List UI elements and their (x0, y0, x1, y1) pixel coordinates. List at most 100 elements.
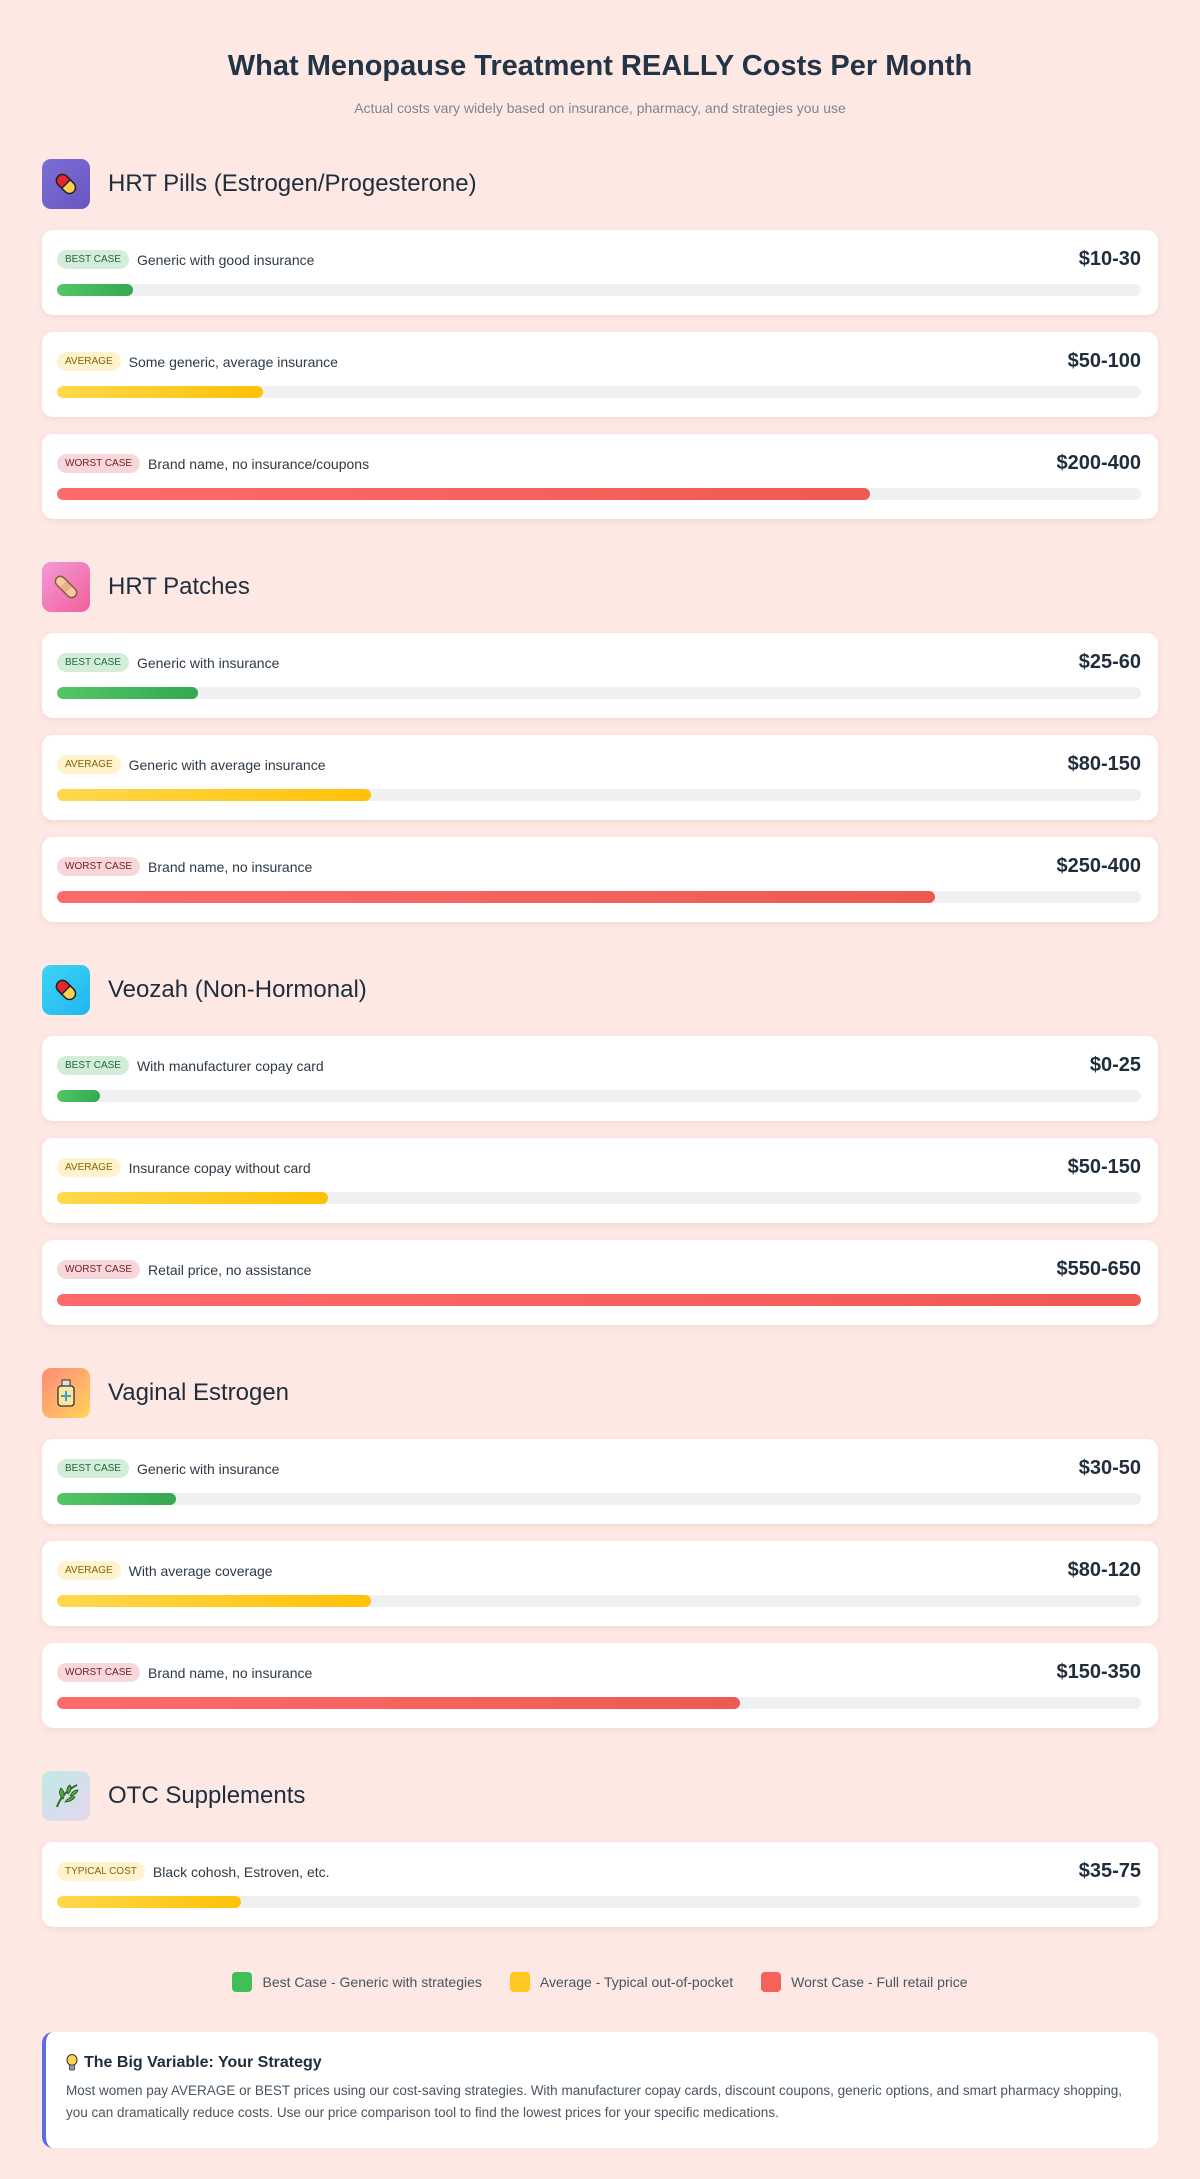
price-range: $35-75 (1078, 1860, 1141, 1882)
cost-bar-fill (57, 1493, 177, 1505)
legend-label: Average - Typical out-of-pocket (539, 1974, 734, 1990)
price-range: $25-60 (1078, 651, 1141, 673)
price-range: $50-100 (1067, 350, 1141, 372)
cost-bar-fill (57, 891, 936, 903)
legend-item-worst: Worst Case - Full retail price (761, 1972, 968, 1992)
cost-bar-fill (57, 1090, 101, 1102)
cost-card-average: Average Insurance copay without card $50… (42, 1138, 1158, 1223)
case-badge: Average (57, 352, 121, 371)
cost-bar-track (57, 891, 1141, 903)
case-description: Insurance copay without card (128, 1159, 311, 1176)
cost-card-best: Best Case Generic with good insurance $1… (42, 230, 1158, 315)
price-range: $30-50 (1078, 1457, 1141, 1479)
cost-card-best: Best Case Generic with insurance $25-60 (42, 633, 1158, 718)
case-badge: Worst Case (57, 454, 141, 473)
case-description: Some generic, average insurance (128, 353, 338, 370)
case-badge: Worst Case (57, 857, 141, 876)
cost-bar-fill (57, 687, 198, 699)
case-description: Generic with insurance (136, 654, 280, 671)
cost-bar-track (57, 1896, 1141, 1908)
section-title: HRT Patches (108, 573, 250, 600)
price-range: $200-400 (1056, 452, 1141, 474)
price-range: $50-150 (1067, 1156, 1141, 1178)
section-title: HRT Pills (Estrogen/Progesterone) (108, 170, 477, 197)
price-range: $550-650 (1056, 1258, 1141, 1280)
cost-bar-fill (57, 386, 263, 398)
case-description: Brand name, no insurance (148, 858, 313, 875)
case-badge: Average (57, 1561, 121, 1580)
price-range: $80-150 (1067, 753, 1141, 775)
cost-bar-track (57, 1294, 1141, 1306)
section-2: Veozah (Non-Hormonal) Best Case With man… (42, 965, 1158, 1325)
legend-item-average: Average - Typical out-of-pocket (509, 1972, 734, 1992)
cost-bar-fill (57, 1697, 740, 1709)
case-badge: Best Case (57, 653, 129, 672)
section-4: OTC Supplements Typical Cost Black cohos… (42, 1771, 1158, 1927)
cost-card-worst: Worst Case Brand name, no insurance $150… (42, 1643, 1158, 1728)
case-description: Brand name, no insurance (148, 1664, 313, 1681)
herb-icon (42, 1771, 90, 1821)
case-description: Generic with average insurance (128, 756, 326, 773)
case-badge: Best Case (57, 250, 129, 269)
cost-bar-track (57, 1697, 1141, 1709)
cost-bar-fill (57, 488, 870, 500)
section-title: OTC Supplements (108, 1782, 306, 1809)
cost-card-best: Best Case Generic with insurance $30-50 (42, 1439, 1158, 1524)
cost-card-best: Best Case With manufacturer copay card $… (42, 1036, 1158, 1121)
cost-bar-track (57, 1493, 1141, 1505)
page-title: What Menopause Treatment REALLY Costs Pe… (227, 50, 973, 82)
legend-label: Best Case - Generic with strategies (262, 1974, 482, 1990)
page-subtitle: Actual costs vary widely based on insura… (354, 100, 846, 116)
cost-card-average: Average With average coverage $80-120 (42, 1541, 1158, 1626)
case-description: Generic with insurance (136, 1460, 280, 1477)
case-badge: Best Case (57, 1056, 129, 1075)
cost-bar-fill (57, 1896, 242, 1908)
pill-icon (42, 159, 90, 209)
section-title: Vaginal Estrogen (108, 1379, 290, 1406)
bottle-icon (42, 1368, 90, 1418)
cost-bar-track (57, 284, 1141, 296)
case-description: Generic with good insurance (136, 251, 315, 268)
cost-bar-track (57, 687, 1141, 699)
cost-bar-fill (57, 1294, 1141, 1306)
lightbulb-icon (66, 2054, 78, 2072)
cost-bar-track (57, 1595, 1141, 1607)
cost-bar-fill (57, 1192, 328, 1204)
legend-swatch (761, 1972, 782, 1992)
cost-bar-fill (57, 789, 372, 801)
case-description: Retail price, no assistance (148, 1261, 312, 1278)
section-1: HRT Patches Best Case Generic with insur… (42, 562, 1158, 922)
legend-swatch (232, 1972, 253, 1992)
note-text: Most women pay AVERAGE or BEST prices us… (66, 2083, 1123, 2120)
cost-card-worst: Worst Case Brand name, no insurance/coup… (42, 434, 1158, 519)
section-header: OTC Supplements (42, 1771, 1158, 1821)
case-badge: Worst Case (57, 1663, 141, 1682)
price-range: $250-400 (1056, 855, 1141, 877)
legend-item-best: Best Case - Generic with strategies (232, 1972, 482, 1992)
price-range: $150-350 (1056, 1661, 1141, 1683)
section-header: Veozah (Non-Hormonal) (42, 965, 1158, 1015)
cost-card-average: Average Some generic, average insurance … (42, 332, 1158, 417)
legend-swatch (509, 1972, 530, 1992)
case-badge: Worst Case (57, 1260, 141, 1279)
bandage-icon (42, 562, 90, 612)
case-badge: Average (57, 755, 121, 774)
price-range: $0-25 (1089, 1054, 1141, 1076)
legend-label: Worst Case - Full retail price (791, 1974, 968, 1990)
section-header: Vaginal Estrogen (42, 1368, 1158, 1418)
cost-sections: HRT Pills (Estrogen/Progesterone) Best C… (42, 159, 1158, 1927)
page: What Menopause Treatment REALLY Costs Pe… (42, 0, 1158, 2148)
cost-card-worst: Worst Case Brand name, no insurance $250… (42, 837, 1158, 922)
section-header: HRT Patches (42, 562, 1158, 612)
cost-bar-track (57, 488, 1141, 500)
case-description: Brand name, no insurance/coupons (148, 455, 370, 472)
price-range: $10-30 (1078, 248, 1141, 270)
cost-card-worst: Worst Case Retail price, no assistance $… (42, 1240, 1158, 1325)
cost-bar-fill (57, 1595, 372, 1607)
case-badge: Typical Cost (57, 1862, 145, 1881)
section-0: HRT Pills (Estrogen/Progesterone) Best C… (42, 159, 1158, 519)
note-title: The Big Variable: Your Strategy (84, 2054, 322, 2071)
cost-card-average: Average Generic with average insurance $… (42, 735, 1158, 820)
cost-bar-track (57, 1192, 1141, 1204)
cost-bar-track (57, 1090, 1141, 1102)
